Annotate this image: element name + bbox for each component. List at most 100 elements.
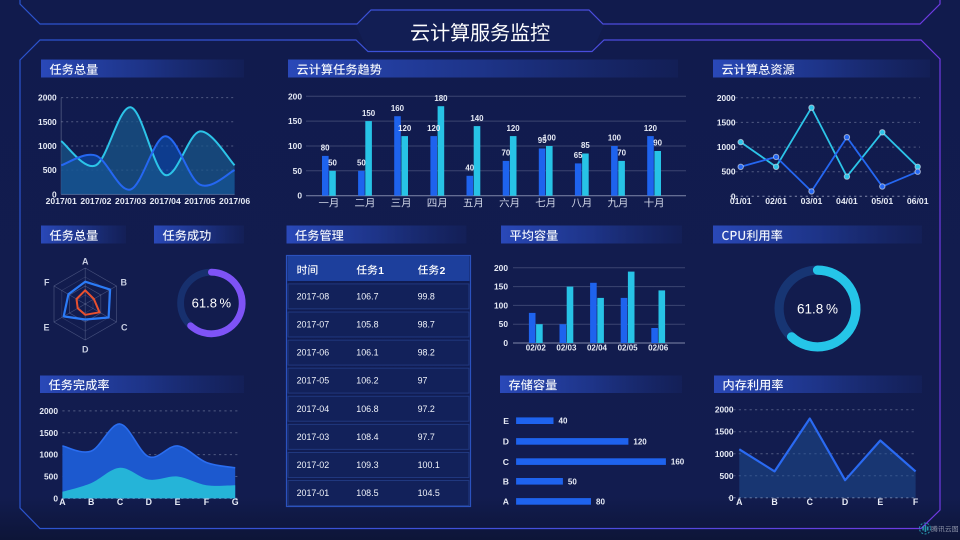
svg-text:106.1: 106.1 <box>356 348 378 358</box>
svg-text:100.1: 100.1 <box>418 460 440 470</box>
svg-text:02/03: 02/03 <box>556 343 577 352</box>
svg-text:90: 90 <box>653 139 662 148</box>
svg-text:150: 150 <box>288 116 302 126</box>
svg-text:106.2: 106.2 <box>356 376 378 386</box>
svg-text:1000: 1000 <box>38 141 57 151</box>
svg-text:2017-03: 2017-03 <box>297 432 330 442</box>
svg-text:E: E <box>877 497 883 507</box>
svg-text:02/06: 02/06 <box>648 343 669 352</box>
svg-text:500: 500 <box>722 167 736 177</box>
svg-text:98.7: 98.7 <box>418 320 435 330</box>
svg-text:02/02: 02/02 <box>526 343 547 352</box>
svg-text:02/01: 02/01 <box>765 196 787 206</box>
svg-text:06/01: 06/01 <box>907 196 929 206</box>
svg-text:180: 180 <box>434 94 448 103</box>
svg-text:0: 0 <box>297 191 302 201</box>
svg-text:97.7: 97.7 <box>418 432 435 442</box>
svg-text:100: 100 <box>494 300 508 310</box>
svg-text:F: F <box>204 497 210 507</box>
svg-text:120: 120 <box>398 124 412 133</box>
svg-text:G: G <box>232 497 239 507</box>
svg-text:2017/03: 2017/03 <box>115 196 146 206</box>
svg-text:120: 120 <box>644 124 658 133</box>
svg-text:A: A <box>736 497 743 507</box>
svg-text:100: 100 <box>288 141 302 151</box>
svg-text:120: 120 <box>507 124 521 133</box>
svg-text:F: F <box>913 497 919 507</box>
svg-text:108.5: 108.5 <box>356 488 378 498</box>
svg-text:80: 80 <box>321 144 330 153</box>
svg-text:500: 500 <box>43 165 57 175</box>
svg-text:1500: 1500 <box>39 428 58 438</box>
svg-text:2017-08: 2017-08 <box>297 292 330 302</box>
svg-text:1500: 1500 <box>715 427 734 437</box>
svg-text:04/01: 04/01 <box>836 196 858 206</box>
svg-text:150: 150 <box>362 109 376 118</box>
svg-text:40: 40 <box>559 417 568 426</box>
svg-text:0: 0 <box>731 191 736 201</box>
svg-text:E: E <box>503 416 509 426</box>
svg-text:2017/02: 2017/02 <box>80 196 111 206</box>
svg-text:80: 80 <box>596 497 605 506</box>
svg-text:E: E <box>43 323 49 333</box>
svg-text:97: 97 <box>418 376 428 386</box>
svg-text:D: D <box>82 345 89 355</box>
svg-text:500: 500 <box>720 471 734 481</box>
svg-text:02/05: 02/05 <box>618 343 639 352</box>
svg-text:01/01: 01/01 <box>730 196 752 206</box>
svg-text:50: 50 <box>568 477 577 486</box>
svg-text:1000: 1000 <box>715 449 734 459</box>
svg-text:99.8: 99.8 <box>418 292 435 302</box>
svg-text:2000: 2000 <box>717 93 736 103</box>
svg-text:120: 120 <box>427 124 441 133</box>
svg-text:C: C <box>503 457 509 467</box>
svg-text:500: 500 <box>44 472 58 482</box>
svg-text:160: 160 <box>391 104 405 113</box>
svg-text:50: 50 <box>328 159 337 168</box>
svg-text:D: D <box>842 497 848 507</box>
svg-text:E: E <box>175 497 181 507</box>
svg-text:F: F <box>44 278 50 288</box>
svg-text:2017/06: 2017/06 <box>219 196 250 206</box>
svg-text:D: D <box>146 497 152 507</box>
svg-text:1500: 1500 <box>717 117 736 127</box>
svg-text:03/01: 03/01 <box>801 196 823 206</box>
svg-text:120: 120 <box>633 437 647 446</box>
svg-text:0: 0 <box>52 189 57 199</box>
svg-text:C: C <box>117 497 124 507</box>
svg-text:61.8 %: 61.8 % <box>797 302 838 317</box>
svg-text:2017/05: 2017/05 <box>184 196 215 206</box>
svg-text:1000: 1000 <box>39 450 58 460</box>
svg-text:C: C <box>807 497 814 507</box>
svg-text:50: 50 <box>357 159 366 168</box>
svg-text:2000: 2000 <box>715 405 734 415</box>
svg-text:2017/04: 2017/04 <box>150 196 181 206</box>
svg-text:140: 140 <box>470 114 484 123</box>
svg-text:2017-04: 2017-04 <box>297 404 330 414</box>
svg-text:70: 70 <box>617 149 626 158</box>
svg-text:2017-06: 2017-06 <box>297 348 330 358</box>
svg-text:200: 200 <box>288 91 302 101</box>
svg-text:B: B <box>121 278 128 288</box>
svg-text:D: D <box>503 437 509 447</box>
svg-text:108.4: 108.4 <box>356 432 378 442</box>
svg-text:200: 200 <box>494 263 508 273</box>
svg-text:B: B <box>771 497 777 507</box>
svg-text:85: 85 <box>581 141 590 150</box>
svg-text:100: 100 <box>608 134 622 143</box>
svg-text:0: 0 <box>53 493 58 503</box>
svg-text:2000: 2000 <box>38 93 57 103</box>
svg-text:109.3: 109.3 <box>356 460 378 470</box>
svg-text:A: A <box>59 497 66 507</box>
svg-text:160: 160 <box>671 458 685 467</box>
svg-text:40: 40 <box>465 164 474 173</box>
svg-text:61.8 %: 61.8 % <box>192 296 232 311</box>
svg-text:A: A <box>82 257 89 267</box>
svg-text:02/04: 02/04 <box>587 343 608 352</box>
svg-text:A: A <box>503 497 509 507</box>
svg-text:0: 0 <box>503 338 508 348</box>
svg-text:05/01: 05/01 <box>871 196 893 206</box>
svg-text:95: 95 <box>538 136 547 145</box>
svg-text:1: 1 <box>378 266 384 277</box>
svg-text:70: 70 <box>502 149 511 158</box>
